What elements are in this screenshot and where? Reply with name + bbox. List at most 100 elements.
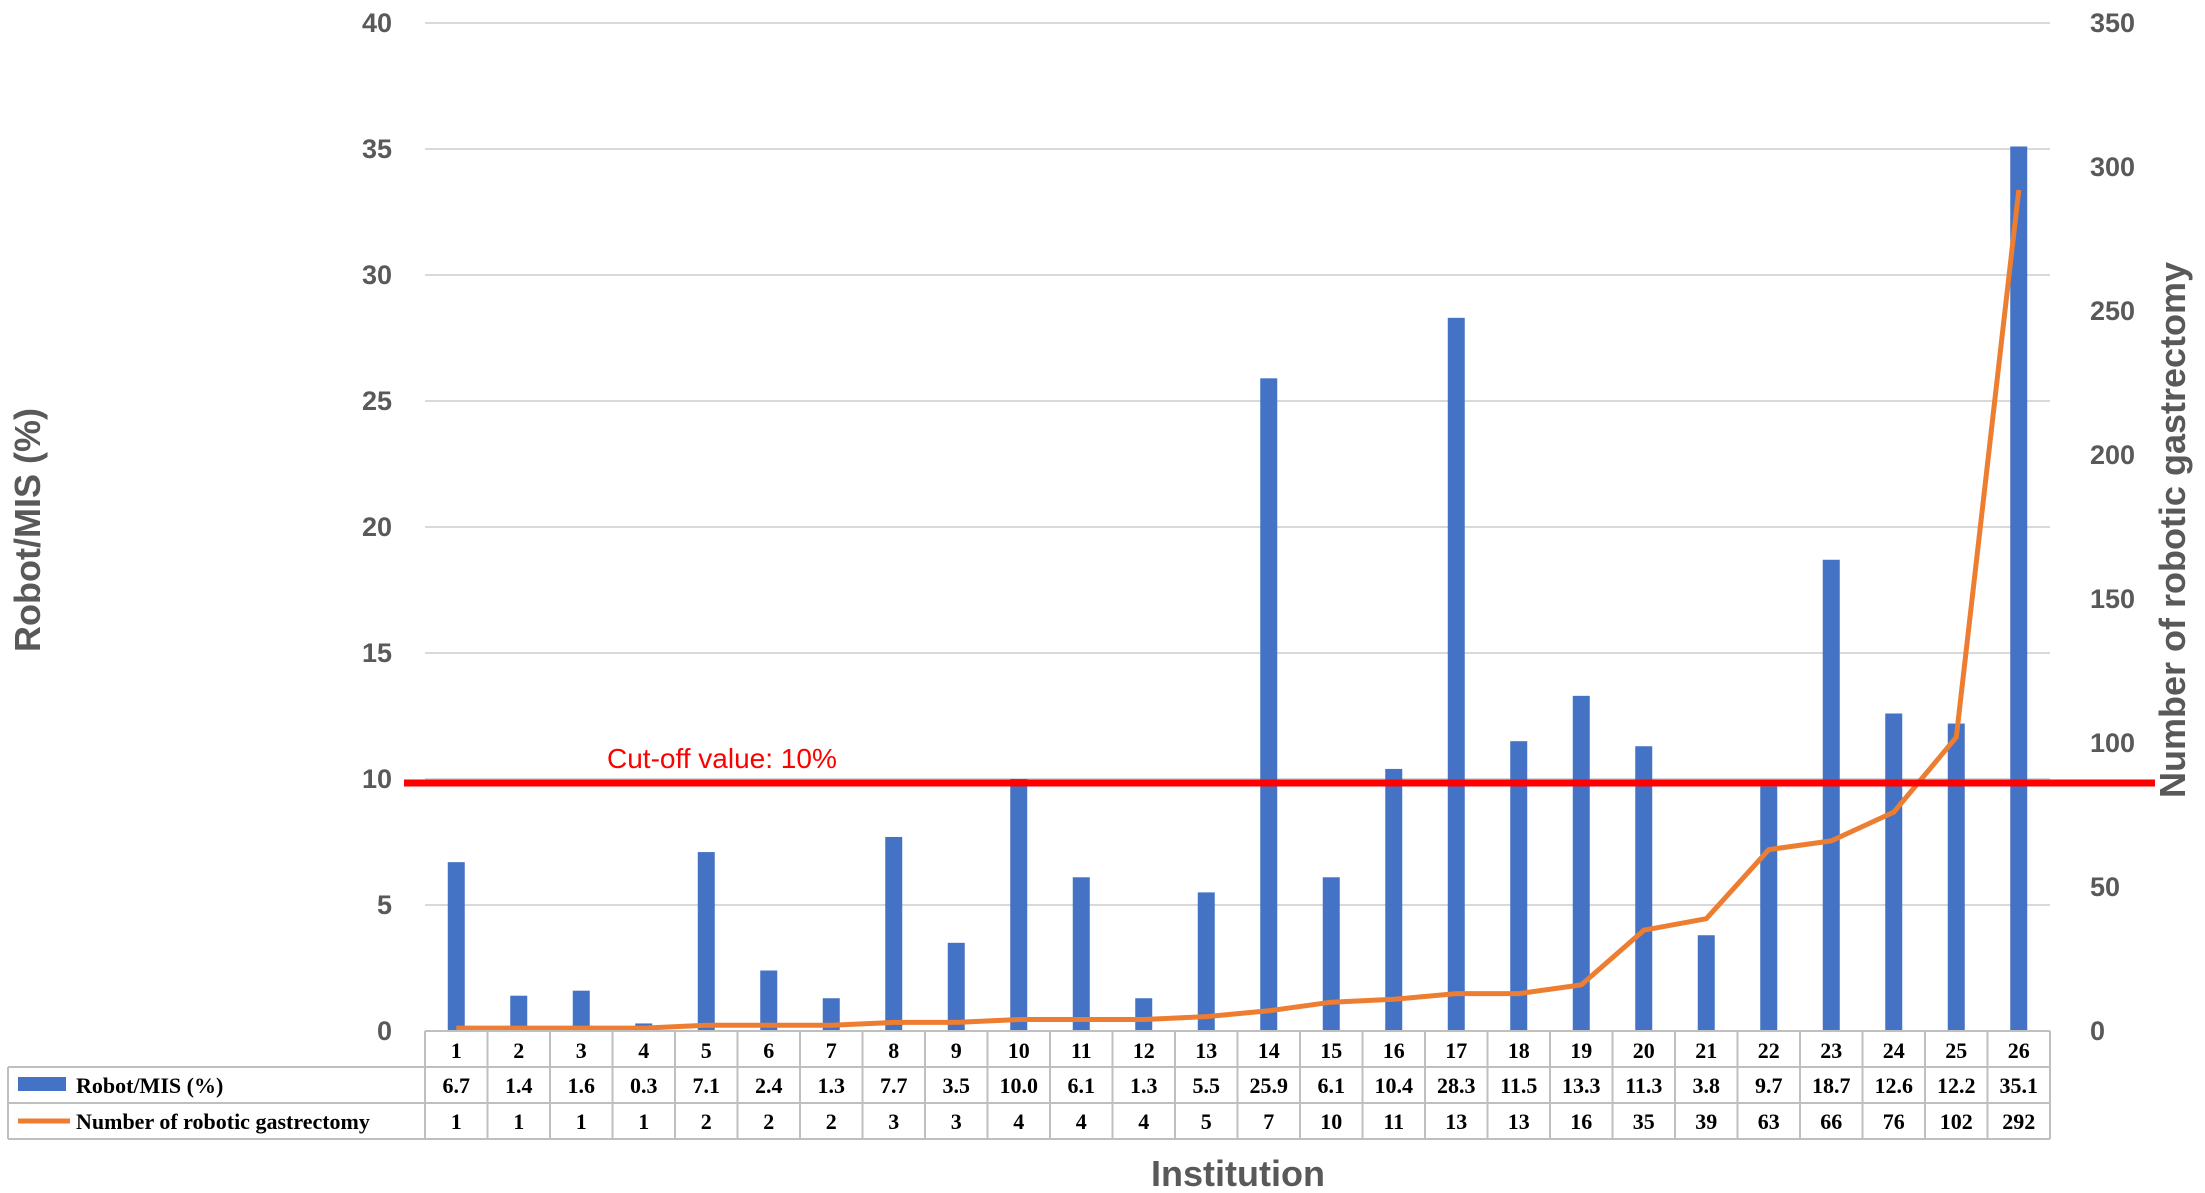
data-label: 3 bbox=[951, 1109, 962, 1134]
category-label: 17 bbox=[1445, 1038, 1467, 1063]
data-table: 1 2 3 4 5 6 7 8 9 10 11 12 13 14 15 16 17 18 19 20 21 22 23 24 2… bbox=[7, 1030, 2051, 1140]
data-label: 2.4 bbox=[755, 1073, 783, 1098]
bar bbox=[447, 862, 465, 1031]
cutoff-reference: Cut-off value: 10% bbox=[404, 743, 2155, 787]
data-label: 35 bbox=[1633, 1109, 1655, 1134]
data-label: 7 bbox=[1263, 1109, 1274, 1134]
right-tick-label: 100 bbox=[2090, 728, 2135, 758]
bar bbox=[1260, 378, 1278, 1031]
data-label: 10.4 bbox=[1375, 1073, 1414, 1098]
bar bbox=[1197, 892, 1215, 1031]
bar bbox=[1010, 779, 1028, 1031]
bar bbox=[1447, 317, 1465, 1032]
data-label: 16 bbox=[1570, 1109, 1592, 1134]
data-label: 1.6 bbox=[568, 1073, 596, 1098]
bar bbox=[947, 942, 965, 1031]
category-label: 18 bbox=[1508, 1038, 1530, 1063]
category-label: 21 bbox=[1695, 1038, 1717, 1063]
data-label: 1.3 bbox=[818, 1073, 846, 1098]
bar bbox=[1072, 877, 1090, 1031]
bar bbox=[1947, 723, 1965, 1031]
data-label: 1 bbox=[451, 1109, 462, 1134]
category-label: 13 bbox=[1195, 1038, 1217, 1063]
data-label: 12.6 bbox=[1875, 1073, 1914, 1098]
legend-label: Robot/MIS (%) bbox=[76, 1073, 223, 1098]
data-label: 7.7 bbox=[880, 1073, 908, 1098]
category-label: 22 bbox=[1758, 1038, 1780, 1063]
bar bbox=[1822, 559, 1840, 1031]
data-label: 35.1 bbox=[2000, 1073, 2039, 1098]
category-label: 10 bbox=[1008, 1038, 1030, 1063]
category-label: 4 bbox=[638, 1038, 649, 1063]
data-label: 4 bbox=[1138, 1109, 1149, 1134]
category-label: 6 bbox=[763, 1038, 774, 1063]
data-label: 25.9 bbox=[1250, 1073, 1289, 1098]
right-tick-label: 50 bbox=[2090, 872, 2120, 902]
data-label: 11.5 bbox=[1500, 1073, 1537, 1098]
data-label: 7.1 bbox=[693, 1073, 721, 1098]
data-label: 5.5 bbox=[1193, 1073, 1221, 1098]
category-label: 12 bbox=[1133, 1038, 1155, 1063]
data-label: 6.1 bbox=[1068, 1073, 1096, 1098]
legend-label: Number of robotic gastrectomy bbox=[76, 1109, 370, 1134]
left-tick-label: 30 bbox=[362, 260, 392, 290]
bar bbox=[885, 836, 903, 1031]
data-label: 11 bbox=[1383, 1109, 1404, 1134]
category-label: 26 bbox=[2008, 1038, 2030, 1063]
bar bbox=[510, 995, 528, 1031]
bar bbox=[1510, 741, 1528, 1031]
bar bbox=[1885, 713, 1903, 1031]
data-label: 66 bbox=[1820, 1109, 1842, 1134]
data-label: 4 bbox=[1076, 1109, 1087, 1134]
data-label: 6.1 bbox=[1318, 1073, 1346, 1098]
left-axis-title: Robot/MIS (%) bbox=[7, 408, 48, 652]
category-label: 15 bbox=[1320, 1038, 1342, 1063]
data-label: 1 bbox=[513, 1109, 524, 1134]
data-label: 39 bbox=[1695, 1109, 1717, 1134]
bar bbox=[1322, 877, 1340, 1031]
category-label: 25 bbox=[1945, 1038, 1967, 1063]
data-label: 1 bbox=[576, 1109, 587, 1134]
data-label: 4 bbox=[1013, 1109, 1024, 1134]
right-tick-label: 350 bbox=[2090, 8, 2135, 38]
data-label: 102 bbox=[1940, 1109, 1973, 1134]
right-axis-title: Number of robotic gastrectomy bbox=[2152, 262, 2193, 798]
right-tick-label: 250 bbox=[2090, 296, 2135, 326]
bar bbox=[760, 970, 778, 1031]
bar bbox=[1760, 786, 1778, 1031]
data-label: 2 bbox=[826, 1109, 837, 1134]
category-label: 5 bbox=[701, 1038, 712, 1063]
data-label: 3.5 bbox=[943, 1073, 971, 1098]
data-label: 10 bbox=[1320, 1109, 1342, 1134]
left-tick-label: 40 bbox=[362, 8, 392, 38]
data-label: 10.0 bbox=[1000, 1073, 1039, 1098]
data-label: 5 bbox=[1201, 1109, 1212, 1134]
category-label: 7 bbox=[826, 1038, 837, 1063]
bar bbox=[572, 990, 590, 1031]
bar bbox=[1635, 746, 1653, 1031]
data-label: 18.7 bbox=[1812, 1073, 1851, 1098]
right-tick-label: 150 bbox=[2090, 584, 2135, 614]
data-label: 2 bbox=[701, 1109, 712, 1134]
left-axis-ticks: 0 5 10 15 20 25 30 35 40 bbox=[362, 8, 392, 1046]
right-axis-ticks: 0 50 100 150 200 250 300 350 bbox=[2090, 8, 2135, 1046]
left-tick-label: 15 bbox=[362, 638, 392, 668]
legend-key-bar bbox=[18, 1077, 66, 1091]
data-label: 13.3 bbox=[1562, 1073, 1601, 1098]
data-label: 11.3 bbox=[1625, 1073, 1662, 1098]
category-label: 3 bbox=[576, 1038, 587, 1063]
line-series bbox=[456, 189, 2022, 1031]
data-label: 9.7 bbox=[1755, 1073, 1783, 1098]
category-label: 14 bbox=[1258, 1038, 1280, 1063]
category-label: 8 bbox=[888, 1038, 899, 1063]
category-label: 20 bbox=[1633, 1038, 1655, 1063]
x-axis-title: Institution bbox=[1151, 1153, 1325, 1193]
left-tick-label: 5 bbox=[377, 890, 392, 920]
data-label: 1 bbox=[638, 1109, 649, 1134]
category-label: 24 bbox=[1883, 1038, 1905, 1063]
bar bbox=[1385, 768, 1403, 1031]
category-label: 11 bbox=[1071, 1038, 1092, 1063]
line-path bbox=[456, 189, 2022, 1031]
left-tick-label: 0 bbox=[377, 1016, 392, 1046]
